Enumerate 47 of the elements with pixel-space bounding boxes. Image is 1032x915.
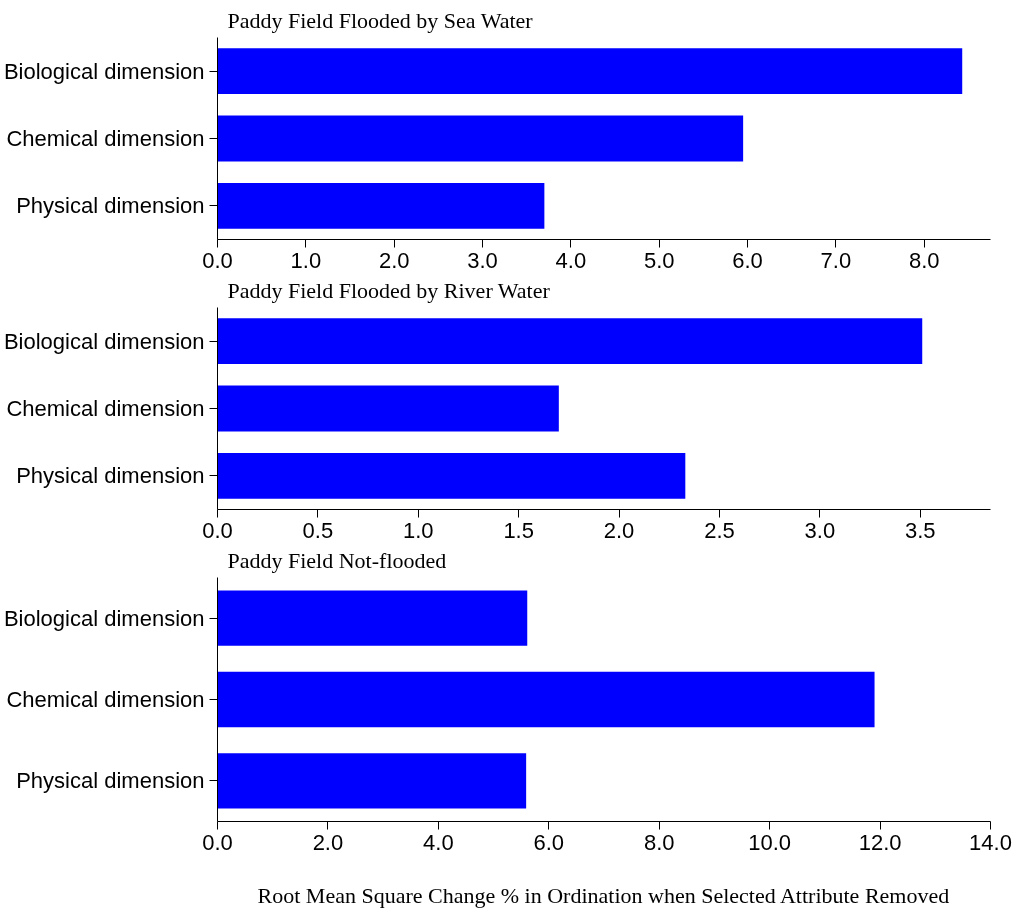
x-tick-label: 1.5 [503, 517, 534, 543]
x-tick-label: 3.5 [904, 517, 936, 543]
x-tick-label: 4.0 [555, 247, 587, 273]
x-tick-label: 6.0 [732, 247, 763, 273]
x-tick-label: 0.0 [202, 829, 233, 855]
chart-title: Paddy Field Not-flooded [227, 547, 447, 573]
chart-title: Paddy Field Flooded by River Water [227, 277, 551, 303]
bar [217, 182, 545, 229]
bar [217, 318, 923, 365]
bar [217, 48, 963, 95]
y-tick-label: Biological dimension [3, 605, 205, 631]
y-tick-label: Biological dimension [3, 58, 205, 84]
y-tick-label: Biological dimension [3, 328, 205, 354]
x-tick-label: 1.0 [402, 517, 434, 543]
y-tick-label: Chemical dimension [6, 126, 205, 151]
x-tick-label: 2.5 [704, 517, 735, 543]
x-tick-label: 7.0 [820, 247, 852, 273]
bar [217, 452, 686, 499]
y-tick-label: Physical dimension [16, 463, 205, 489]
bar [217, 671, 875, 728]
x-axis-title: Root Mean Square Change % in Ordination when Selected Attribute Removed [257, 882, 950, 908]
x-tick-label: 1.0 [290, 247, 322, 273]
x-tick-label: 0.5 [302, 517, 334, 543]
x-tick-label: 3.0 [467, 247, 498, 273]
x-tick-label: 14.0 [969, 829, 1012, 855]
y-tick-label: Physical dimension [16, 768, 205, 794]
x-tick-label: 6.0 [533, 829, 565, 855]
x-tick-label: 3.0 [804, 517, 836, 543]
y-tick-label: Chemical dimension [6, 687, 205, 712]
x-tick-label: 2.0 [603, 517, 635, 543]
x-tick-label: 4.0 [423, 829, 454, 855]
bar [217, 115, 744, 162]
x-tick-label: 8.0 [643, 829, 675, 855]
x-tick-label: 10.0 [748, 829, 792, 855]
bar [217, 590, 528, 646]
x-tick-label: 2.0 [378, 247, 410, 273]
x-tick-label: 12.0 [858, 829, 902, 855]
x-tick-label: 0.0 [202, 517, 233, 543]
chart-title: Paddy Field Flooded by Sea Water [227, 7, 534, 33]
x-tick-label: 0.0 [202, 247, 233, 273]
bar [217, 385, 559, 432]
x-tick-label: 2.0 [312, 829, 344, 855]
y-tick-label: Physical dimension [16, 193, 205, 219]
x-tick-label: 5.0 [643, 247, 675, 273]
y-tick-label: Chemical dimension [6, 396, 205, 421]
bar [217, 753, 527, 809]
x-tick-label: 8.0 [908, 247, 940, 273]
